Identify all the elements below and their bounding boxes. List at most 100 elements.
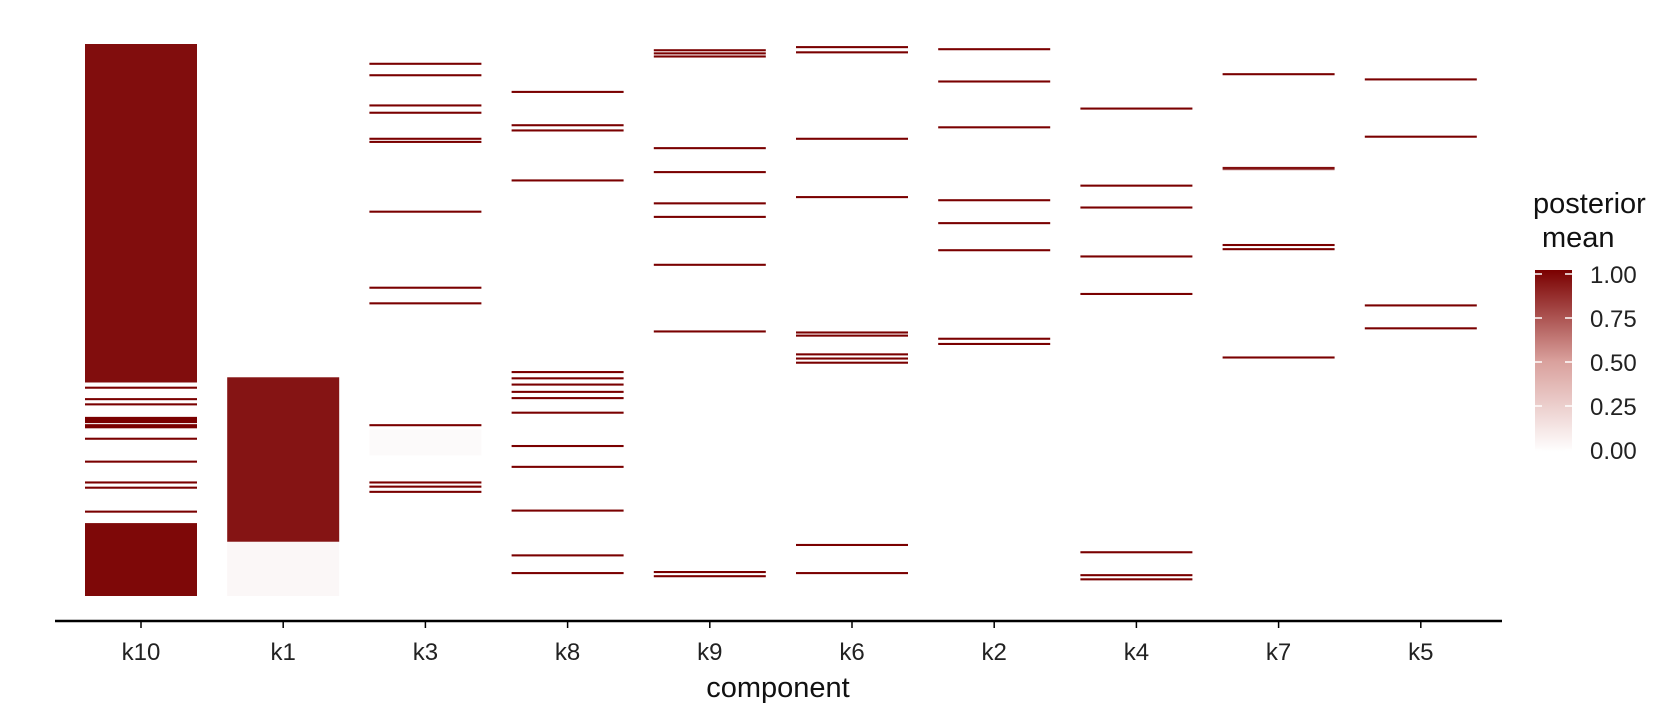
heatmap-cell — [511, 377, 624, 380]
heatmap-cell — [511, 411, 624, 414]
heatmap-cell — [1364, 327, 1477, 330]
heatmap-cell — [1080, 574, 1193, 577]
heatmap-cell — [796, 353, 908, 356]
heatmap-cell — [85, 481, 197, 484]
heatmap-cell — [227, 377, 340, 542]
heatmap-cell — [369, 74, 482, 77]
heatmap-cell — [369, 302, 482, 305]
heatmap-cell — [369, 286, 482, 289]
heatmap-cell — [1222, 168, 1335, 171]
heatmap-cell — [85, 486, 197, 489]
heatmap-cell — [85, 416, 197, 424]
heatmap-cell — [653, 263, 766, 266]
heatmap-cell — [1364, 78, 1477, 81]
legend-tick-label: 0.00 — [1590, 438, 1637, 465]
heatmap-cell — [511, 554, 624, 557]
heatmap-cell — [511, 572, 624, 575]
heatmap-cell — [938, 126, 1051, 129]
heatmap-cell — [653, 215, 766, 218]
heatmap-cell — [938, 80, 1051, 83]
heatmap-cell — [511, 397, 624, 400]
heatmap-cell — [369, 481, 482, 484]
heatmap-cell — [796, 357, 908, 360]
heatmap-cell — [938, 249, 1051, 252]
heatmap-cell — [85, 424, 197, 429]
heatmap-cell — [511, 371, 624, 374]
heatmap-cell — [796, 51, 908, 54]
legend-tick-label: 0.75 — [1590, 306, 1637, 333]
heatmap-cell — [653, 147, 766, 150]
heatmap-cell — [653, 202, 766, 205]
x-tick-label: k7 — [1266, 639, 1291, 666]
x-tick-label: k8 — [555, 639, 580, 666]
x-tick-label: k4 — [1124, 639, 1149, 666]
heatmap-cell — [511, 124, 624, 127]
heatmap-cell — [653, 571, 766, 574]
heatmap-cell — [796, 331, 908, 334]
x-tick-label: k2 — [982, 639, 1007, 666]
heatmap-cell — [938, 342, 1051, 345]
heatmap-cell — [85, 437, 197, 440]
heatmap-cell — [511, 390, 624, 393]
heatmap-cell — [1364, 304, 1477, 307]
heatmap-cell — [511, 509, 624, 512]
heatmap-cell — [796, 46, 908, 49]
legend-ticks: 1.00 0.75 0.50 0.25 0.00 — [1535, 262, 1637, 465]
color-legend: posterior mean 1.00 0.75 0.50 0.25 0.00 — [1533, 188, 1646, 465]
x-tick-label: k10 — [122, 639, 161, 666]
heatmap-cell — [796, 543, 908, 547]
heatmap-cell — [796, 334, 908, 337]
heatmap-cell — [653, 52, 766, 55]
heatmap-cell — [85, 44, 197, 383]
legend-title-line-2: mean — [1542, 222, 1615, 254]
heatmap-cell — [653, 171, 766, 174]
heatmap-cell — [796, 361, 908, 364]
heatmap-cell — [1080, 255, 1193, 258]
heatmap-cell — [511, 465, 624, 468]
legend-tick-label: 0.50 — [1590, 350, 1637, 377]
heatmap-cell — [938, 222, 1051, 225]
heatmap-cell — [653, 49, 766, 52]
heatmap-cell — [1222, 356, 1335, 359]
heatmap-cell — [1080, 292, 1193, 296]
heatmap-cell — [1080, 206, 1193, 209]
heatmap-cell — [369, 62, 482, 65]
legend-title-line-1: posterior — [1533, 188, 1646, 220]
heatmap-cell — [1222, 243, 1335, 247]
heatmap-cell — [796, 572, 908, 575]
heatmap-cell — [85, 398, 197, 401]
heatmap-cell — [796, 137, 908, 140]
heatmap-cell — [369, 429, 482, 456]
heatmap-cell — [1222, 166, 1335, 169]
heatmap-cell — [369, 111, 482, 114]
heatmap-cell — [369, 485, 482, 488]
heatmap-cell — [938, 48, 1051, 51]
heatmap-cell — [653, 575, 766, 578]
heatmap-cell — [938, 199, 1051, 202]
heatmap-cell — [369, 210, 482, 213]
heatmap-cell — [511, 179, 624, 182]
legend-tick-label: 0.25 — [1590, 394, 1637, 421]
heatmap-cell — [511, 90, 624, 93]
legend-colorbar — [1535, 270, 1572, 452]
heatmap-cell — [85, 510, 197, 513]
heatmap-cell — [1364, 135, 1477, 138]
x-axis-ticks: k10 k1 k3 k8 k9 k6 k2 k4 k7 k5 — [122, 621, 1433, 666]
heatmap-cell — [369, 104, 482, 107]
heatmap-cell — [511, 383, 624, 386]
x-tick-label: k6 — [839, 639, 864, 666]
heatmap-cell — [369, 137, 482, 140]
heatmap-cell — [1222, 248, 1335, 251]
heatmap-cell — [511, 129, 624, 132]
x-axis-title: component — [706, 672, 850, 704]
heatmap-cell — [653, 55, 766, 58]
x-tick-label: k1 — [271, 639, 296, 666]
heatmap-cell — [796, 196, 908, 199]
heatmap-cell — [1080, 551, 1193, 554]
heatmap-cell — [369, 140, 482, 143]
heatmap-cell — [227, 541, 340, 596]
heatmap-cell — [369, 490, 482, 493]
heatmap-cell — [1080, 184, 1193, 187]
legend-tick-label: 1.00 — [1590, 262, 1637, 289]
